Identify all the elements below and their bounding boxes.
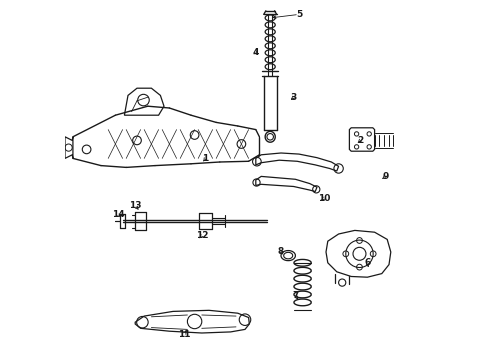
Text: 10: 10 xyxy=(318,194,330,202)
Text: 11: 11 xyxy=(177,330,190,339)
Text: 2: 2 xyxy=(357,136,363,145)
Text: 12: 12 xyxy=(196,231,208,240)
Text: 3: 3 xyxy=(291,93,297,102)
Text: 13: 13 xyxy=(129,201,142,210)
Text: 7: 7 xyxy=(292,291,298,300)
Text: 8: 8 xyxy=(278,247,284,256)
Text: 6: 6 xyxy=(364,258,370,267)
Text: 14: 14 xyxy=(112,210,124,219)
Text: 5: 5 xyxy=(296,10,302,19)
Text: 4: 4 xyxy=(253,48,259,57)
Text: 1: 1 xyxy=(202,154,209,163)
Text: 9: 9 xyxy=(382,172,389,181)
